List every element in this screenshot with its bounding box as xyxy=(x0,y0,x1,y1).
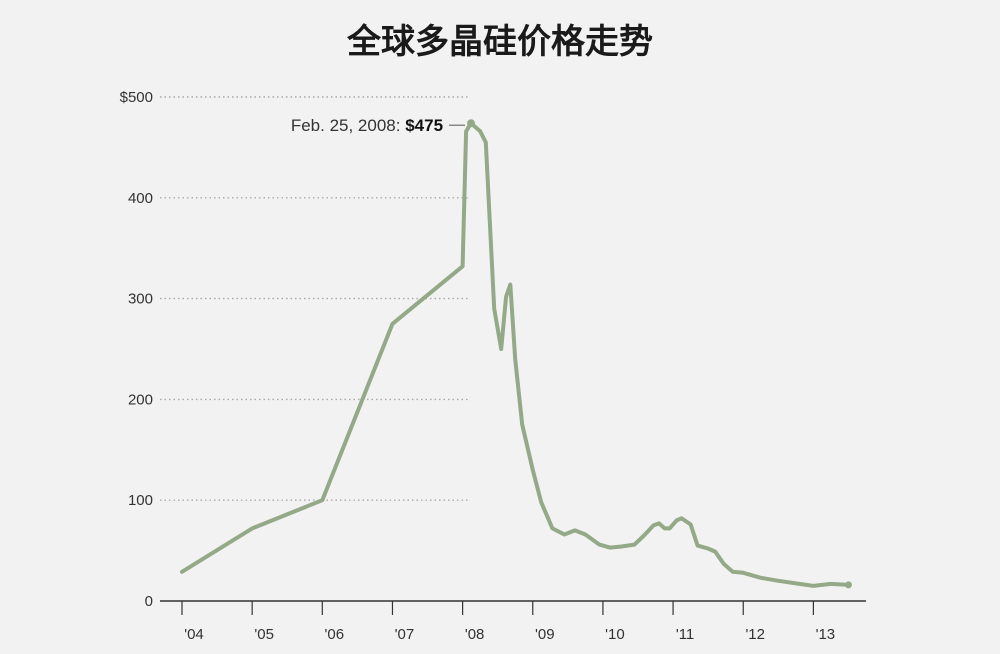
x-tick-label: '13 xyxy=(816,626,836,643)
price-line xyxy=(180,121,851,588)
end-point-marker xyxy=(844,581,852,589)
x-tick-label: '12 xyxy=(745,626,765,643)
x-tick-label: '08 xyxy=(465,626,485,643)
y-tick-label: 0 xyxy=(145,593,153,610)
y-tick-label: $500 xyxy=(120,89,153,106)
x-tick-label: '09 xyxy=(535,626,555,643)
x-tick-label: '06 xyxy=(325,626,345,643)
y-tick-label: 300 xyxy=(128,291,153,308)
peak-annotation-label: Feb. 25, 2008: $475 xyxy=(291,116,443,135)
peak-annotation-date: Feb. 25, 2008: xyxy=(291,116,405,135)
x-tick-label: '07 xyxy=(395,626,415,643)
chart-title: 全球多晶硅价格走势 xyxy=(347,22,653,62)
y-tick-label: 200 xyxy=(128,391,153,408)
x-tick-label: '11 xyxy=(676,626,694,643)
x-tick-label: '10 xyxy=(605,626,625,643)
x-tick-label: '05 xyxy=(254,626,274,643)
y-tick-label: 400 xyxy=(128,190,153,207)
peak-annotation-value: $475 xyxy=(405,116,443,135)
y-tick-label: 100 xyxy=(128,492,153,509)
x-tick-label: '04 xyxy=(184,626,204,643)
peak-point-marker xyxy=(467,119,476,128)
